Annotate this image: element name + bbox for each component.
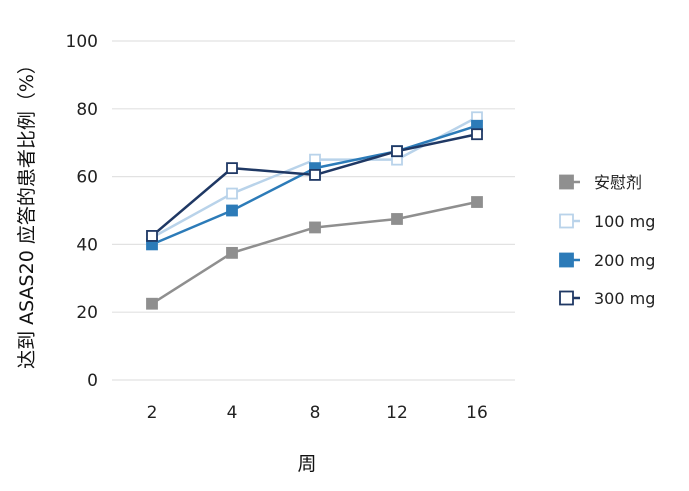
data-point-s2-1 (226, 204, 238, 217)
series-lines (151, 116, 478, 305)
data-point-s0-2 (309, 221, 321, 234)
legend-swatch-3 (559, 290, 574, 306)
x-tick-label-16: 16 (466, 403, 488, 423)
data-point-s0-4 (471, 196, 483, 208)
data-point-s3-2 (309, 169, 321, 181)
x-tick-label-4: 4 (227, 403, 238, 423)
y-tick-label-60: 60 (76, 168, 98, 188)
x-tick-label-2: 2 (147, 403, 158, 423)
legend-swatch-2 (559, 252, 574, 268)
data-point-s3-0 (146, 230, 158, 242)
legend-label-0: 安慰剂 (594, 173, 642, 192)
y-tick-label-40: 40 (76, 235, 98, 255)
legend-label-1: 100 mg (594, 212, 655, 231)
x-tick-label-12: 12 (386, 403, 408, 423)
data-point-s3-4 (471, 128, 483, 141)
data-point-s3-1 (226, 162, 238, 175)
data-point-s0-3 (391, 213, 403, 225)
data-point-s0-1 (226, 246, 238, 259)
series-line-3 (151, 133, 478, 237)
legend-swatch-0 (559, 174, 574, 190)
series-markers (146, 111, 483, 310)
data-point-s0-0 (146, 297, 158, 310)
grid-lines (112, 40, 515, 381)
legend: 安慰剂 100 mg 200 mg 300 mg (559, 173, 655, 308)
y-tick-label-80: 80 (76, 100, 98, 120)
y-axis-ticks: 0 20 40 60 80 100 (66, 32, 98, 391)
legend-label-3: 300 mg (594, 289, 655, 308)
x-axis-ticks: 2 4 8 12 16 (147, 403, 488, 423)
x-axis-title: 周 (297, 453, 316, 475)
y-tick-label-100: 100 (66, 32, 98, 52)
series-line-0 (151, 200, 478, 305)
legend-label-2: 200 mg (594, 251, 655, 270)
legend-swatch-1 (559, 213, 574, 229)
data-point-s3-3 (391, 145, 403, 158)
y-tick-label-20: 20 (76, 303, 98, 323)
x-tick-label-8: 8 (310, 403, 321, 423)
y-tick-label-0: 0 (87, 371, 98, 391)
y-axis-title: 达到 ASAS20 应答的患者比例（%） (16, 55, 38, 369)
data-point-s1-1 (226, 187, 238, 200)
